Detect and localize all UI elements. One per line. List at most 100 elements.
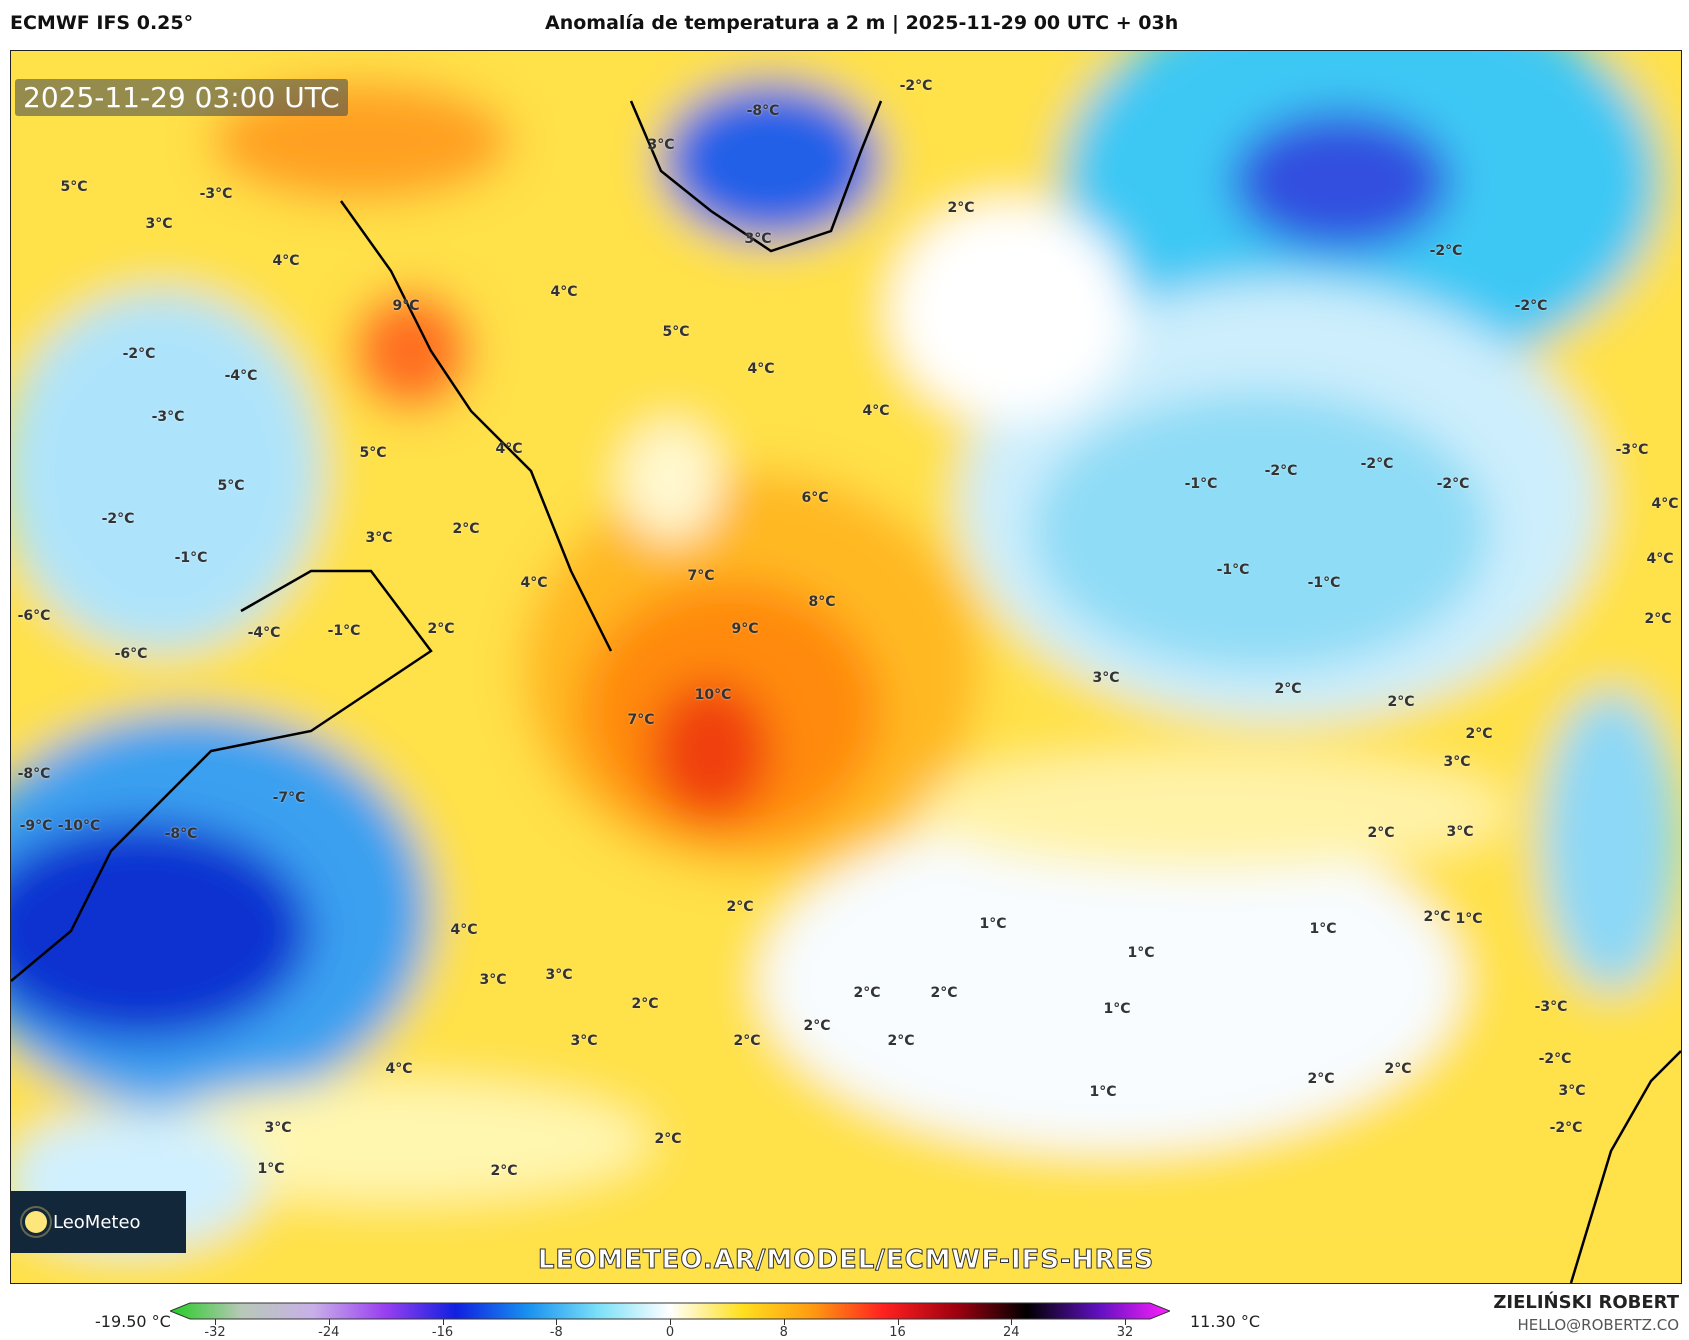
colorbar-tick-label: 8 bbox=[779, 1325, 788, 1340]
isotherm-label: 2°C bbox=[1644, 611, 1672, 627]
isotherm-label: 2°C bbox=[803, 1018, 831, 1034]
colorbar-tick-mark bbox=[1011, 1319, 1013, 1325]
isotherm-label: -2°C bbox=[1264, 463, 1298, 479]
isotherm-label: 5°C bbox=[60, 179, 88, 195]
leometeo-logo: LeoMeteo bbox=[11, 1191, 186, 1253]
isotherm-label: -6°C bbox=[17, 608, 51, 624]
isotherm-label: -3°C bbox=[199, 186, 233, 202]
colorbar-tick-mark bbox=[1125, 1319, 1126, 1325]
colorbar-tick-label: 24 bbox=[1002, 1325, 1020, 1340]
colorbar-tick-mark bbox=[556, 1319, 558, 1325]
isotherm-label: -2°C bbox=[1538, 1051, 1572, 1067]
isotherm-label: 1°C bbox=[257, 1161, 285, 1177]
isotherm-label: 3°C bbox=[647, 137, 675, 153]
isotherm-label: 2°C bbox=[930, 985, 958, 1001]
colorbar-tick-label: -32 bbox=[204, 1325, 226, 1340]
colorbar bbox=[170, 1302, 1170, 1320]
isotherm-label: 1°C bbox=[1455, 911, 1483, 927]
coastline-africa bbox=[1569, 1050, 1681, 1283]
isotherm-label: -3°C bbox=[151, 409, 185, 425]
isotherm-label: -1°C bbox=[1216, 562, 1250, 578]
colorbar-tick-mark bbox=[442, 1319, 444, 1325]
isotherm-label: 2°C bbox=[1274, 681, 1302, 697]
coastline-north-america bbox=[11, 200, 613, 982]
colorbar-tick-label: 16 bbox=[889, 1325, 906, 1340]
valid-time-badge: 2025-11-29 03:00 UTC bbox=[15, 79, 348, 116]
isotherm-label: 3°C bbox=[264, 1120, 292, 1136]
cold-greenland bbox=[661, 81, 881, 241]
isotherm-label: 1°C bbox=[1309, 921, 1337, 937]
isotherm-label: -2°C bbox=[101, 511, 135, 527]
isotherm-label: -2°C bbox=[1549, 1120, 1583, 1136]
isotherm-label: -8°C bbox=[164, 826, 198, 842]
isotherm-label: 9°C bbox=[731, 621, 759, 637]
isotherm-label: 2°C bbox=[490, 1163, 518, 1179]
colorbar-min-label: -19.50 °C bbox=[95, 1312, 171, 1331]
isotherm-label: -7°C bbox=[272, 790, 306, 806]
isotherm-label: 4°C bbox=[272, 253, 300, 269]
isotherm-label: 3°C bbox=[1558, 1083, 1586, 1099]
watermark-url: LEOMETEO.AR/MODEL/ECMWF-IFS-HRES bbox=[537, 1245, 1155, 1276]
isotherm-label: -8°C bbox=[17, 766, 51, 782]
isotherm-label: 4°C bbox=[747, 361, 775, 377]
isotherm-label: 3°C bbox=[1443, 754, 1471, 770]
isotherm-label: 2°C bbox=[726, 899, 754, 915]
isotherm-label: 2°C bbox=[631, 996, 659, 1012]
isotherm-label: 3°C bbox=[570, 1033, 598, 1049]
isotherm-label: -1°C bbox=[1184, 476, 1218, 492]
isotherm-label: 5°C bbox=[217, 478, 245, 494]
isotherm-label: 6°C bbox=[801, 490, 829, 506]
isotherm-label: -2°C bbox=[1429, 243, 1463, 259]
isotherm-label: 1°C bbox=[1103, 1001, 1131, 1017]
isotherm-label: -4°C bbox=[224, 368, 258, 384]
isotherm-label: 9°C bbox=[392, 298, 420, 314]
author-email: HELLO@ROBERTZ.CO bbox=[1517, 1316, 1679, 1334]
isotherm-label: -1°C bbox=[1307, 575, 1341, 591]
isotherm-label: -8°C bbox=[746, 103, 780, 119]
colorbar-tick-label: -16 bbox=[431, 1325, 454, 1340]
isotherm-label: 7°C bbox=[627, 712, 655, 728]
isotherm-label: -2°C bbox=[1514, 298, 1548, 314]
isotherm-label: -6°C bbox=[114, 646, 148, 662]
isotherm-label: 4°C bbox=[1651, 496, 1679, 512]
isotherm-label: 3°C bbox=[145, 216, 173, 232]
anomaly-field bbox=[11, 51, 1681, 1283]
temperature-anomaly-map[interactable]: -2°C -8°C 3°C 2°C 5°C -3°C 3°C 4°C 9°C -2°C -4°C -3… bbox=[10, 50, 1682, 1284]
isotherm-label: 2°C bbox=[1465, 726, 1493, 742]
isotherm-label: 10°C bbox=[694, 687, 732, 703]
author-name: ZIELIŃSKI ROBERT bbox=[1493, 1292, 1679, 1313]
isotherm-label: 2°C bbox=[1423, 909, 1451, 925]
sun-icon bbox=[25, 1211, 47, 1233]
isotherm-label: 1°C bbox=[979, 916, 1007, 932]
isotherm-label: 4°C bbox=[495, 441, 523, 457]
isotherm-label: 4°C bbox=[385, 1061, 413, 1077]
model-name: ECMWF IFS 0.25° bbox=[10, 12, 194, 34]
isotherm-label: 8°C bbox=[808, 594, 836, 610]
isotherm-label: -4°C bbox=[247, 625, 281, 641]
isotherm-label: -2°C bbox=[122, 346, 156, 362]
isotherm-label: 2°C bbox=[947, 200, 975, 216]
isotherm-label: -1°C bbox=[327, 623, 361, 639]
colorbar-tick-label: -8 bbox=[549, 1325, 563, 1340]
isotherm-label: -2°C bbox=[1360, 456, 1394, 472]
isotherm-label: -3°C bbox=[1615, 442, 1649, 458]
isotherm-label: -9°C bbox=[19, 818, 53, 834]
colorbar-tick-mark bbox=[783, 1319, 785, 1325]
isotherm-label: 2°C bbox=[654, 1131, 682, 1147]
isotherm-label: 3°C bbox=[1092, 670, 1120, 686]
colorbar-max-label: 11.30 °C bbox=[1190, 1312, 1261, 1331]
map-title: Anomalía de temperatura a 2 m | 2025-11-… bbox=[545, 12, 1179, 34]
isotherm-label: 2°C bbox=[887, 1033, 915, 1049]
isotherm-label: 2°C bbox=[1367, 825, 1395, 841]
isotherm-label: 3°C bbox=[744, 231, 772, 247]
isotherm-label: 5°C bbox=[662, 324, 690, 340]
isotherm-label: 2°C bbox=[452, 521, 480, 537]
isotherm-label: 1°C bbox=[1089, 1084, 1117, 1100]
isotherm-label: 4°C bbox=[862, 403, 890, 419]
isotherm-label: 2°C bbox=[1384, 1061, 1412, 1077]
isotherm-label: -1°C bbox=[174, 550, 208, 566]
coastline-greenland bbox=[629, 100, 883, 253]
colorbar-tick-mark bbox=[328, 1319, 330, 1325]
isotherm-label: 2°C bbox=[1307, 1071, 1335, 1087]
isotherm-label: -2°C bbox=[899, 78, 933, 94]
